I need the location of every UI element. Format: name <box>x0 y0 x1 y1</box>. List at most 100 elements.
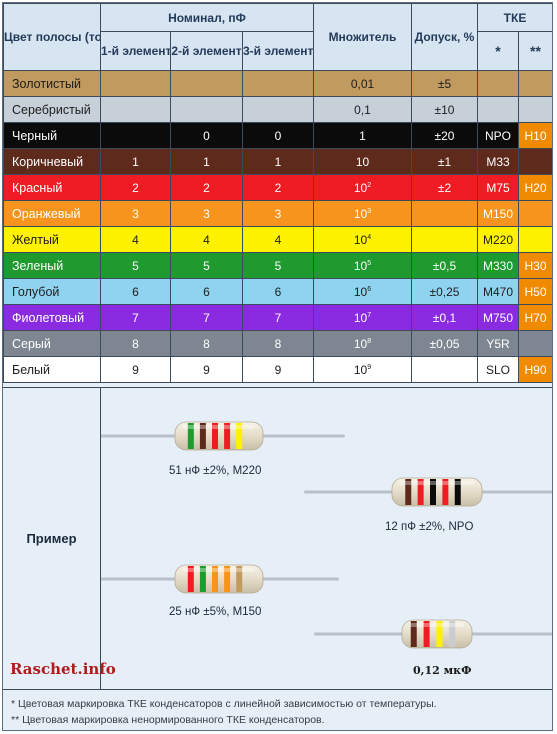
tke-nonlinear-cell: H90 <box>517 356 552 383</box>
digit-3-cell: 1 <box>242 148 314 175</box>
multiplier-base: 10 <box>353 362 368 377</box>
color-name-cell: Черный <box>3 122 101 149</box>
multiplier-base: 10 <box>353 258 368 273</box>
tke-nonlinear-cell: H20 <box>517 174 552 201</box>
watermark-logo: Raschet.info <box>10 660 116 678</box>
digit-1-cell: 9 <box>100 356 171 383</box>
color-row: Голубой 6 6 6 106 ±0,25 M470 H50 <box>3 278 552 305</box>
capacitor-example-1 <box>91 421 345 451</box>
tolerance-cell: ±0,5 <box>411 252 478 279</box>
color-row: Фиолетовый 7 7 7 107 ±0,1 M750 H70 <box>3 304 552 331</box>
digit-3-cell <box>242 96 314 123</box>
digit-2-cell: 7 <box>170 304 243 331</box>
multiplier-base: 10 <box>353 180 368 195</box>
color-band <box>410 621 417 647</box>
digit-1-cell: 6 <box>100 278 171 305</box>
digit-1-cell: 4 <box>100 226 171 253</box>
digit-3-cell: 5 <box>242 252 314 279</box>
multiplier-cell: 107 <box>313 304 412 331</box>
multiplier-cell: 0,1 <box>313 96 412 123</box>
digit-2-cell: 9 <box>170 356 243 383</box>
multiplier-base: 0,01 <box>350 76 375 91</box>
example-caption-3: 25 нФ ±5%, M150 <box>169 606 262 618</box>
digit-1-cell: 3 <box>100 200 171 227</box>
tke-linear-cell: M150 <box>477 200 519 227</box>
tolerance-cell: ±0,1 <box>411 304 478 331</box>
multiplier-base: 10 <box>353 206 368 221</box>
tke-nonlinear-cell <box>517 96 552 123</box>
digit-2-cell: 1 <box>170 148 243 175</box>
tke-linear-cell <box>477 96 519 123</box>
color-row: Желтый 4 4 4 104 M220 <box>3 226 552 253</box>
tke-nonlinear-cell <box>517 148 552 175</box>
digit-2-cell: 3 <box>170 200 243 227</box>
example-field: 51 нФ ±2%, M220 12 пФ ±2%, NPO 25 нФ ±5%… <box>91 388 552 689</box>
capacitor-highlight <box>183 568 255 572</box>
multiplier-exponent: 4 <box>367 233 372 241</box>
capacitor-example-3 <box>95 564 339 594</box>
tke-linear-cell: M75 <box>477 174 519 201</box>
color-band <box>212 566 218 592</box>
header-color-band: Цвет полосы (точки) <box>3 3 101 71</box>
tke-linear-cell: M470 <box>477 278 519 305</box>
multiplier-cell: 102 <box>313 174 412 201</box>
color-row: Зеленый 5 5 5 105 ±0,5 M330 H30 <box>3 252 552 279</box>
digit-2-cell: 5 <box>170 252 243 279</box>
multiplier-base: 10 <box>355 154 370 169</box>
color-name-cell: Золотистый <box>3 70 101 97</box>
multiplier-cell: 104 <box>313 226 412 253</box>
digit-2-cell <box>170 96 243 123</box>
multiplier-cell: 103 <box>313 200 412 227</box>
footnotes: * Цветовая маркировка ТКЕ конденсаторов … <box>3 689 552 730</box>
color-band <box>405 479 412 505</box>
color-name-cell: Красный <box>3 174 101 201</box>
example-illustration <box>91 421 552 649</box>
tolerance-cell: ±0,05 <box>411 330 478 357</box>
header-element-2: 2-й элемент <box>170 31 243 71</box>
color-row: Коричневый 1 1 1 10 ±1 M33 <box>3 148 552 175</box>
tke-nonlinear-cell: H70 <box>517 304 552 331</box>
digit-3-cell: 6 <box>242 278 314 305</box>
digit-3-cell: 4 <box>242 226 314 253</box>
example-section: Пример 51 нФ ±2%, M220 12 пФ ±2%, NPO 25… <box>3 387 552 689</box>
color-row: Черный 0 0 1 ±20 NPO H10 <box>3 122 552 149</box>
color-row: Оранжевый 3 3 3 103 M150 <box>3 200 552 227</box>
digit-1-cell: 2 <box>100 174 171 201</box>
color-code-table: Цвет полосы (точки) Номинал, пФ Множител… <box>3 3 552 383</box>
tke-nonlinear-cell <box>517 200 552 227</box>
color-name-cell: Серый <box>3 330 101 357</box>
tke-linear-cell: M330 <box>477 252 519 279</box>
multiplier-exponent: 2 <box>367 181 372 189</box>
tolerance-cell: ±0,25 <box>411 278 478 305</box>
header-nominal: Номинал, пФ <box>100 3 314 32</box>
header-element-3: 3-й элемент <box>242 31 314 71</box>
color-row: Белый 9 9 9 109 SLO H90 <box>3 356 552 383</box>
tke-linear-cell: M220 <box>477 226 519 253</box>
multiplier-cell: 109 <box>313 356 412 383</box>
color-band <box>417 479 424 505</box>
multiplier-exponent: 8 <box>367 337 372 345</box>
tolerance-cell <box>411 356 478 383</box>
digit-1-cell: 7 <box>100 304 171 331</box>
example-caption-1: 51 нФ ±2%, M220 <box>169 465 262 477</box>
tke-linear-cell: Y5R <box>477 330 519 357</box>
tke-nonlinear-cell: H10 <box>517 122 552 149</box>
tolerance-cell: ±10 <box>411 96 478 123</box>
color-band <box>430 479 436 505</box>
tolerance-cell <box>411 200 478 227</box>
color-band <box>436 621 443 647</box>
multiplier-base: 10 <box>353 232 368 247</box>
color-name-cell: Фиолетовый <box>3 304 101 331</box>
digit-1-cell: 8 <box>100 330 171 357</box>
multiplier-cell: 10 <box>313 148 412 175</box>
tolerance-cell: ±20 <box>411 122 478 149</box>
tke-linear-cell: M750 <box>477 304 519 331</box>
multiplier-base: 10 <box>353 284 368 299</box>
color-band <box>454 479 461 505</box>
color-band <box>236 566 243 592</box>
footnote-2: ** Цветовая маркировка ненормированного … <box>11 714 325 726</box>
tolerance-cell <box>411 226 478 253</box>
example-label: Пример <box>3 388 101 689</box>
